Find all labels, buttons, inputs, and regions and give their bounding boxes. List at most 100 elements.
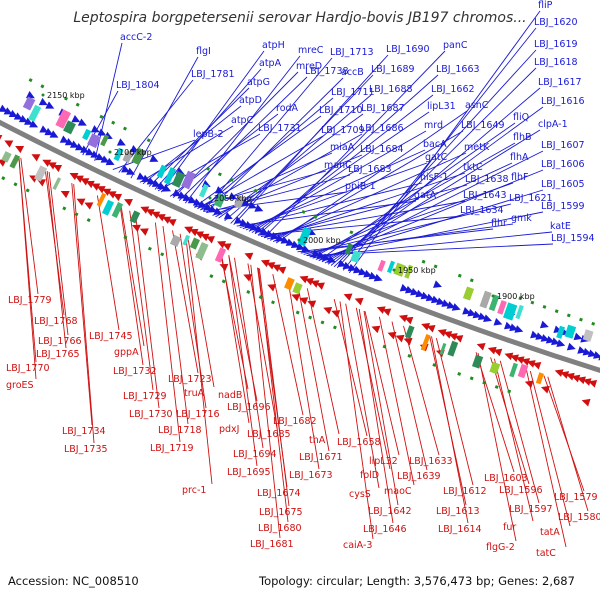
reverse-gene <box>102 188 112 196</box>
forward-gene-label: LBJ_1617 <box>538 77 582 88</box>
feature-block <box>393 262 407 277</box>
reverse-gene <box>521 358 531 366</box>
feature-block <box>9 154 21 169</box>
forward-gene <box>208 205 218 213</box>
forward-gene <box>77 118 87 126</box>
forward-leader-line <box>112 139 196 171</box>
reverse-gene <box>156 214 166 222</box>
reverse-gene <box>96 186 106 194</box>
forward-gene <box>285 238 295 246</box>
feature-block <box>350 249 362 264</box>
reverse-gene-label: LBJ_1612 <box>443 486 487 497</box>
topology-value: circular <box>316 574 360 588</box>
reverse-gene <box>371 325 381 334</box>
forward-leader-line <box>242 162 428 230</box>
scale-label: 2050 kbp <box>214 194 252 203</box>
reverse-gene <box>526 360 536 368</box>
forward-gene-label: atpG <box>247 77 270 88</box>
reverse-gene <box>139 228 149 236</box>
forward-gene-label: accC-2 <box>120 32 152 43</box>
reverse-gene <box>244 252 254 261</box>
reverse-gene-label: thA <box>309 435 326 446</box>
forward-gene <box>234 216 243 224</box>
forward-gene-label: LBJ_1710 <box>319 105 363 116</box>
reverse-gene <box>577 376 586 385</box>
reverse-gene-label: prc-1 <box>182 485 206 496</box>
forward-gene-label: LBJ_1643 <box>463 190 507 201</box>
forward-gene <box>45 101 55 109</box>
reverse-leader-line <box>154 222 181 443</box>
forward-gene <box>187 196 197 204</box>
forward-gene <box>327 255 337 263</box>
forward-gene-label: fliP <box>538 0 553 11</box>
feature-tick <box>111 120 116 125</box>
reverse-leader-line <box>493 358 534 522</box>
forward-gene <box>347 263 357 272</box>
reverse-gene-label: LBJ_1682 <box>273 416 317 427</box>
forward-gene <box>85 148 95 156</box>
forward-gene-label: tktC <box>463 162 483 173</box>
reverse-gene <box>217 241 226 249</box>
reverse-gene-label: LBJ_1597 <box>509 504 553 515</box>
reverse-gene <box>565 372 575 381</box>
feature-tick <box>349 230 354 235</box>
reverse-gene <box>80 178 90 186</box>
feature-tick <box>217 172 222 177</box>
forward-leader-line <box>200 97 334 211</box>
forward-gene-label: atpA <box>259 58 282 69</box>
reverse-gene-label: LBJ_1613 <box>436 506 480 517</box>
forward-gene <box>198 200 207 208</box>
reverse-gene-label: LBJ_1673 <box>289 470 333 481</box>
reverse-gene <box>310 280 320 288</box>
forward-gene <box>203 202 213 211</box>
forward-gene-label: gatA <box>414 190 437 201</box>
forward-leader-line <box>312 142 516 259</box>
feature-tick <box>258 295 263 300</box>
reverse-gene-label: LBJ_1580 <box>558 512 600 523</box>
forward-leader-line <box>130 56 199 179</box>
forward-gene <box>254 225 264 233</box>
reverse-gene <box>299 297 309 305</box>
reverse-gene <box>113 193 123 202</box>
feature-block <box>101 199 115 216</box>
forward-gene-label: LBJ_1713 <box>330 47 374 58</box>
feature-tick <box>122 126 128 131</box>
forward-gene-label: LBJ_1781 <box>191 69 235 80</box>
forward-gene <box>228 192 238 200</box>
feature-tick <box>469 278 474 283</box>
forward-gene <box>39 125 49 133</box>
feature-tick <box>308 315 313 320</box>
reverse-gene <box>443 331 453 339</box>
feature-block <box>517 363 529 379</box>
feature-block <box>171 171 186 188</box>
reverse-gene-label: LBJ_1674 <box>257 488 301 499</box>
forward-gene-label: LBJ_1621 <box>509 193 553 204</box>
forward-gene <box>214 186 224 194</box>
feature-block <box>82 128 92 141</box>
feature-tick <box>209 274 214 279</box>
forward-leader-line <box>272 130 464 243</box>
feature-tick <box>518 296 523 301</box>
scale-ticks: 2150 kbp 2100 kbp 2050 kbp 2000 kbp 1950 kbp… <box>41 91 535 301</box>
reverse-gene <box>60 190 70 199</box>
reverse-gene-label: LBJ_1766 <box>38 336 82 347</box>
reverse-leader-line <box>220 251 250 424</box>
feature-block <box>489 361 501 375</box>
forward-gene-label: LBJ_1594 <box>551 233 595 244</box>
reverse-leader-line <box>134 213 160 409</box>
reverse-leader-line <box>185 236 213 485</box>
scale-tick <box>491 294 495 298</box>
reverse-gene <box>200 233 210 242</box>
reverse-gene <box>206 236 215 244</box>
reverse-gene <box>184 226 194 234</box>
forward-gene <box>254 204 264 212</box>
reverse-gene <box>510 354 519 363</box>
reverse-gene <box>343 293 353 301</box>
feature-tick <box>221 279 226 284</box>
forward-gene <box>514 325 524 333</box>
reverse-leader-line <box>364 311 400 456</box>
feature-tick <box>332 325 337 330</box>
reverse-gene <box>307 300 317 308</box>
feature-block <box>439 342 447 356</box>
scale-label: 1950 kbp <box>398 266 436 275</box>
